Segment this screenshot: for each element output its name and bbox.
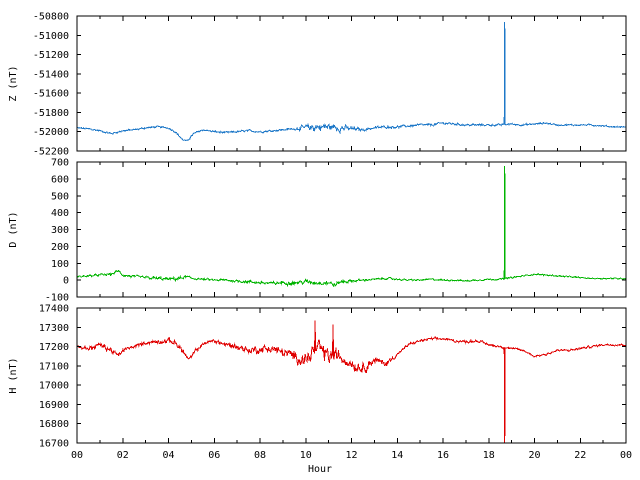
y-tick-label-z: -50800 bbox=[33, 12, 69, 23]
y-tick-label-z: -52200 bbox=[33, 147, 69, 158]
x-axis-label: Hour bbox=[308, 464, 332, 475]
y-tick-label-h: 17400 bbox=[39, 304, 69, 315]
y-tick-label-d: 300 bbox=[51, 225, 69, 236]
y-tick-label-z: -51400 bbox=[33, 69, 69, 80]
panel-frame-h bbox=[76, 307, 627, 444]
y-tick-label-d: 700 bbox=[51, 158, 69, 169]
y-tick-label-h: 16900 bbox=[39, 400, 69, 411]
x-tick-label: 14 bbox=[391, 450, 403, 461]
y-tick-label-z: -51200 bbox=[33, 50, 69, 61]
series-line-h bbox=[76, 320, 627, 444]
y-tick-label-h: 17300 bbox=[39, 323, 69, 334]
x-tick-label: 16 bbox=[437, 450, 449, 461]
x-tick-label: 02 bbox=[117, 450, 129, 461]
panel-frame-z bbox=[76, 15, 627, 152]
y-tick-label-d: 400 bbox=[51, 208, 69, 219]
x-tick-label: 08 bbox=[254, 450, 266, 461]
x-tick-label: 12 bbox=[345, 450, 357, 461]
y-tick-label-d: -100 bbox=[45, 293, 69, 304]
y-tick-label-h: 17200 bbox=[39, 342, 69, 353]
y-tick-label-h: 16800 bbox=[39, 419, 69, 430]
y-axis-label-d: D (nT) bbox=[8, 211, 19, 247]
x-tick-label: 04 bbox=[162, 450, 174, 461]
x-tick-label: 00 bbox=[71, 450, 83, 461]
y-tick-label-h: 16700 bbox=[39, 439, 69, 450]
y-tick-label-d: 0 bbox=[63, 276, 69, 287]
y-tick-label-d: 200 bbox=[51, 242, 69, 253]
series-line-z bbox=[76, 21, 627, 142]
y-tick-label-h: 17100 bbox=[39, 361, 69, 372]
x-tick-label: 10 bbox=[300, 450, 312, 461]
y-tick-label-z: -51800 bbox=[33, 108, 69, 119]
y-tick-label-z: -52000 bbox=[33, 127, 69, 138]
x-tick-label: 00 bbox=[620, 450, 632, 461]
y-tick-label-h: 17000 bbox=[39, 381, 69, 392]
x-tick-label: 18 bbox=[483, 450, 495, 461]
x-tick-label: 22 bbox=[574, 450, 586, 461]
y-axis-label-h: H (nT) bbox=[8, 357, 19, 393]
series-line-d bbox=[76, 166, 627, 288]
y-tick-label-d: 100 bbox=[51, 259, 69, 270]
x-tick-label: 06 bbox=[208, 450, 220, 461]
y-tick-label-d: 500 bbox=[51, 191, 69, 202]
x-tick-label: 20 bbox=[528, 450, 540, 461]
y-axis-label-z: Z (nT) bbox=[8, 65, 19, 101]
y-tick-label-d: 600 bbox=[51, 174, 69, 185]
y-tick-label-z: -51000 bbox=[33, 31, 69, 42]
y-tick-label-z: -51600 bbox=[33, 89, 69, 100]
